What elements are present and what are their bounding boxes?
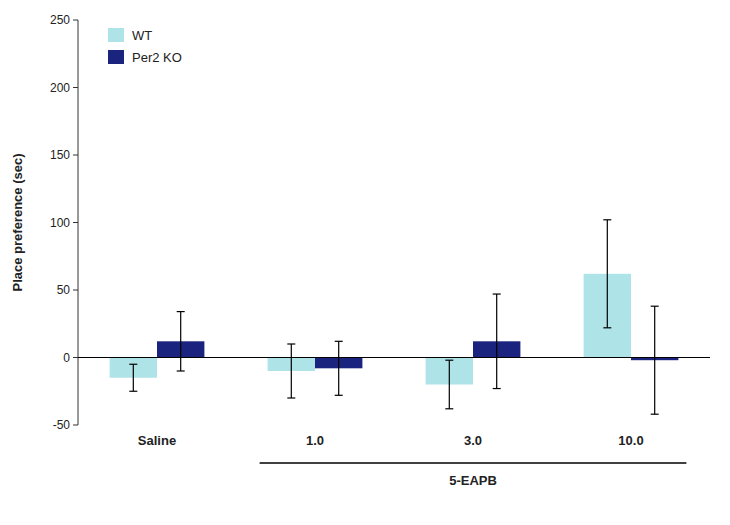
y-tick-label: -50 — [53, 418, 71, 432]
y-tick — [73, 425, 78, 426]
legend-label: Per2 KO — [132, 50, 182, 65]
error-cap — [287, 343, 295, 344]
y-tick — [73, 357, 78, 358]
error-cap — [129, 391, 137, 392]
zero-line — [78, 357, 710, 358]
error-cap — [287, 397, 295, 398]
chart: -50 0 50 100 150 200 250 Place preference (sec)… — [0, 0, 730, 525]
y-tick — [73, 155, 78, 156]
error-cap — [603, 327, 611, 328]
error-bar — [287, 344, 295, 398]
error-bar — [493, 294, 501, 389]
y-tick-label: 200 — [50, 81, 70, 95]
error-cap — [445, 360, 453, 361]
error-line — [496, 294, 497, 389]
error-cap — [651, 414, 659, 415]
bracket — [260, 462, 687, 464]
y-axis-label: Place preference (sec) — [10, 153, 25, 291]
y-tick — [73, 290, 78, 291]
error-line — [133, 364, 134, 391]
x-tick-label: 1.0 — [306, 433, 324, 448]
y-tick-label: 250 — [50, 13, 70, 27]
legend-swatch — [108, 50, 124, 64]
error-cap — [493, 293, 501, 294]
x-tick-label: 10.0 — [618, 433, 643, 448]
error-cap — [603, 219, 611, 220]
error-line — [449, 360, 450, 409]
y-tick-label: 100 — [50, 216, 70, 230]
bars — [110, 220, 679, 414]
error-line — [654, 306, 655, 414]
error-cap — [445, 408, 453, 409]
legend-label: WT — [132, 28, 152, 43]
error-cap — [335, 341, 343, 342]
y-tick-label: 50 — [57, 283, 71, 297]
y-tick-label: 0 — [63, 351, 70, 365]
error-line — [291, 344, 292, 398]
annotation: 5-EAPB — [449, 473, 497, 488]
error-bar — [129, 364, 137, 391]
y-tick — [73, 222, 78, 223]
error-cap — [651, 306, 659, 307]
error-line — [338, 341, 339, 395]
y-tick — [73, 20, 78, 21]
error-cap — [335, 395, 343, 396]
y-tick-label: 150 — [50, 148, 70, 162]
error-bar — [445, 360, 453, 409]
error-cap — [177, 311, 185, 312]
error-cap — [129, 364, 137, 365]
error-cap — [493, 388, 501, 389]
x-tick-label: 3.0 — [464, 433, 482, 448]
legend-swatch — [108, 28, 124, 42]
error-line — [180, 312, 181, 371]
y-tick — [73, 87, 78, 88]
legend: WT Per2 KO — [108, 28, 182, 65]
error-bar — [335, 341, 343, 395]
error-cap — [177, 370, 185, 371]
error-bar — [177, 312, 185, 371]
x-tick-label: Saline — [138, 433, 176, 448]
error-bar — [651, 306, 659, 414]
error-line — [607, 220, 608, 328]
error-bar — [603, 220, 611, 328]
